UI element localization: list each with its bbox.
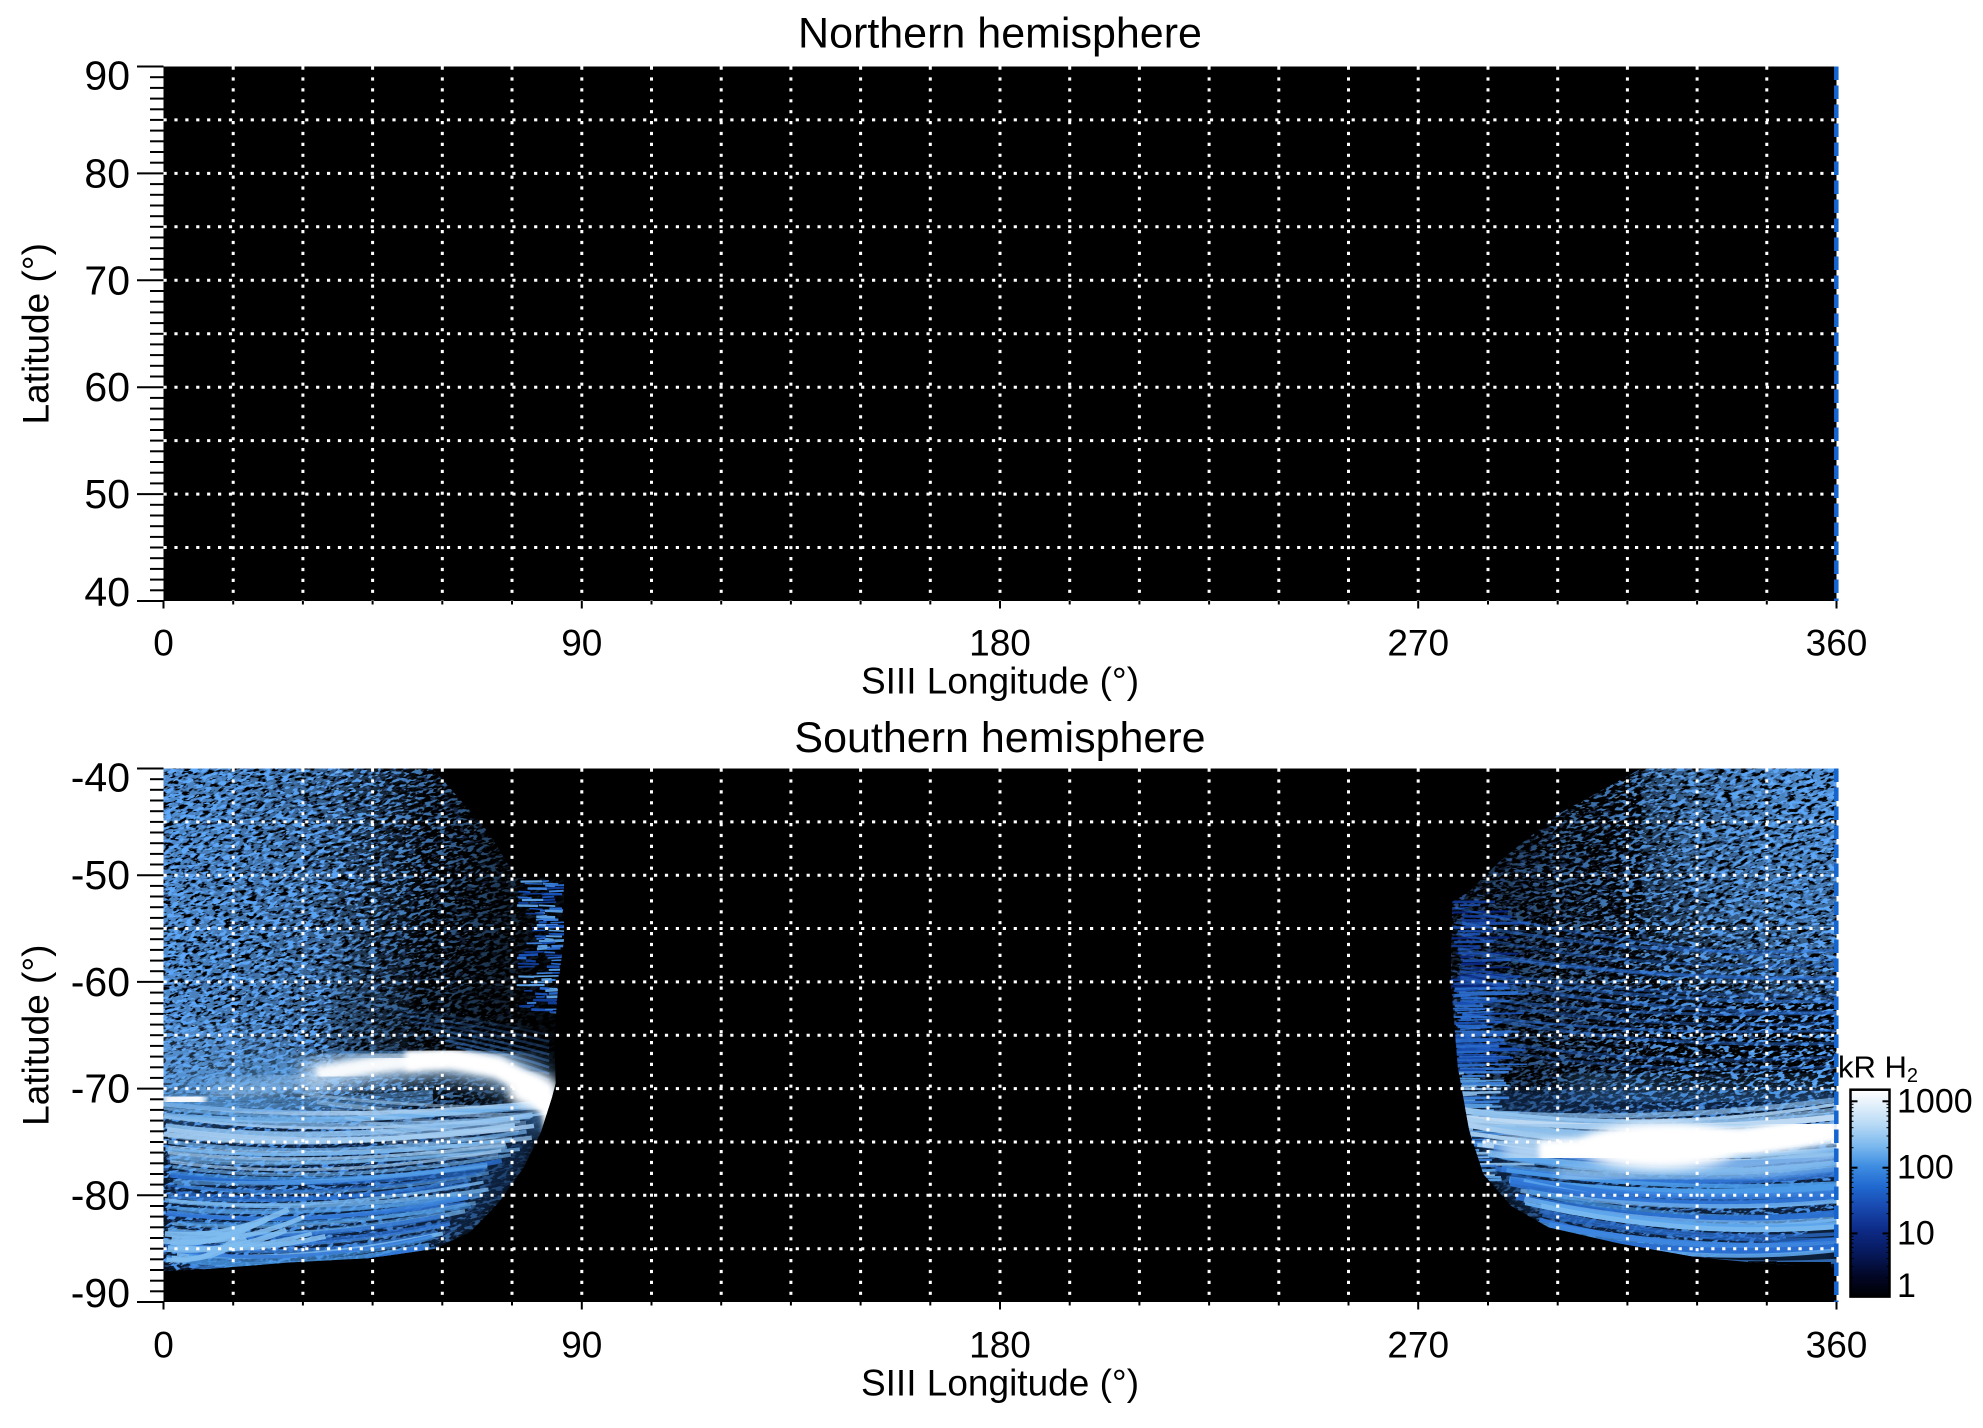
svg-text:-80: -80 <box>71 1172 130 1218</box>
svg-text:270: 270 <box>1387 1325 1449 1366</box>
svg-text:Latitude (°): Latitude (°) <box>16 243 57 424</box>
svg-text:-70: -70 <box>71 1066 130 1112</box>
svg-text:180: 180 <box>969 1325 1031 1366</box>
svg-text:Southern hemisphere: Southern hemisphere <box>794 714 1205 762</box>
svg-text:80: 80 <box>84 150 130 196</box>
svg-text:-90: -90 <box>71 1270 130 1316</box>
svg-text:Latitude (°): Latitude (°) <box>16 945 57 1126</box>
svg-text:360: 360 <box>1806 1325 1868 1366</box>
svg-text:90: 90 <box>84 53 130 99</box>
svg-text:100: 100 <box>1897 1149 1954 1187</box>
svg-text:270: 270 <box>1387 623 1449 664</box>
svg-text:360: 360 <box>1806 623 1868 664</box>
svg-text:-50: -50 <box>71 852 130 898</box>
svg-text:SIII Longitude (°): SIII Longitude (°) <box>861 661 1139 702</box>
svg-text:SIII Longitude (°): SIII Longitude (°) <box>861 1363 1139 1404</box>
svg-text:0: 0 <box>153 1325 174 1366</box>
svg-text:Northern hemisphere: Northern hemisphere <box>798 10 1202 58</box>
svg-text:-40: -40 <box>71 755 130 801</box>
svg-text:70: 70 <box>84 257 130 303</box>
svg-text:90: 90 <box>561 1325 602 1366</box>
svg-text:40: 40 <box>84 569 130 615</box>
svg-text:10: 10 <box>1897 1214 1935 1252</box>
svg-text:0: 0 <box>153 623 174 664</box>
svg-text:60: 60 <box>84 364 130 410</box>
svg-text:90: 90 <box>561 623 602 664</box>
svg-text:50: 50 <box>84 471 130 517</box>
svg-text:1: 1 <box>1897 1267 1916 1305</box>
svg-text:1000: 1000 <box>1897 1082 1973 1120</box>
svg-text:-60: -60 <box>71 959 130 1005</box>
svg-text:180: 180 <box>969 623 1031 664</box>
